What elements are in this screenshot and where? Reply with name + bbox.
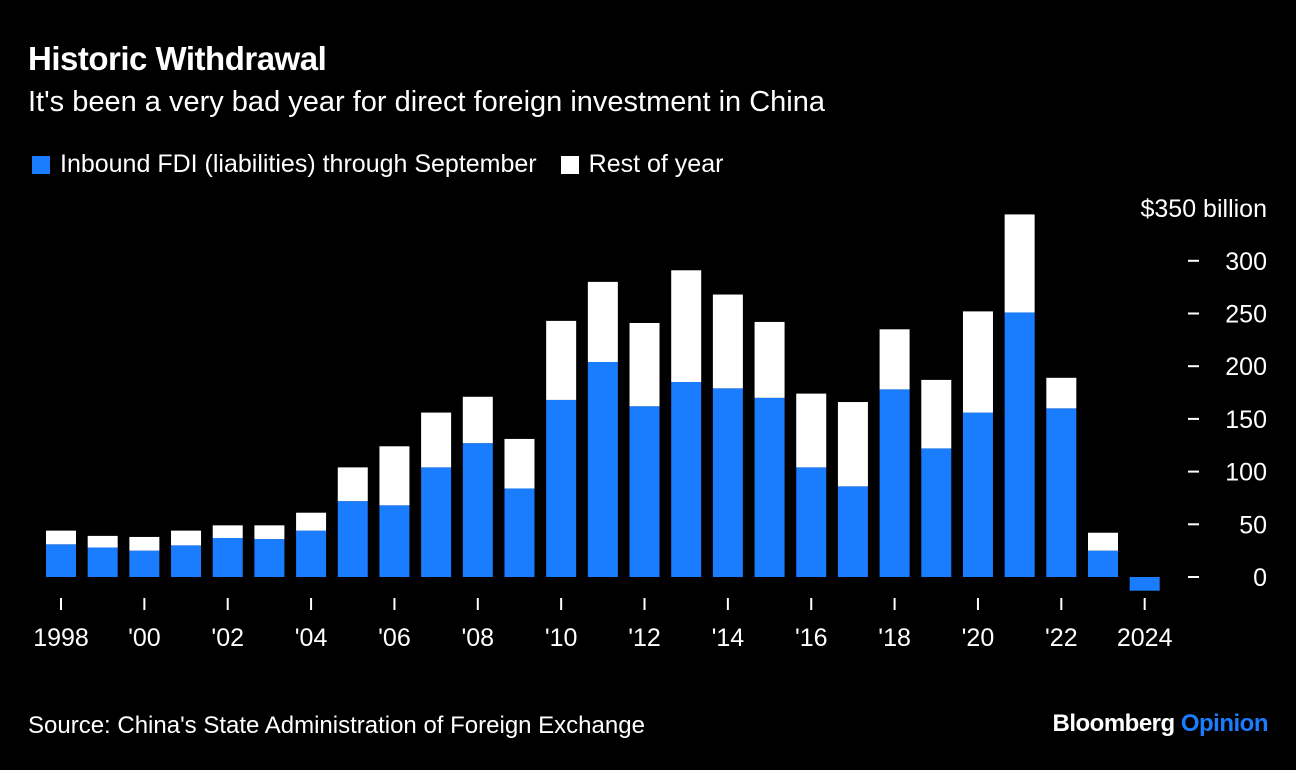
legend-item-through-september: Inbound FDI (liabilities) through Septem… [32,150,537,179]
bar-through-september-2004 [296,530,327,577]
chart-title: Historic Withdrawal [28,40,327,77]
bar-rest-of-year-2022 [1046,377,1077,409]
bar-rest-of-year-2015 [754,321,785,398]
bar-rest-of-year-1998 [46,530,76,545]
x-tick-label-2016: '16 [795,624,828,652]
bar-through-september-2017 [837,486,868,577]
bar-through-september-1999 [87,547,118,577]
bar-rest-of-year-2004 [296,512,327,531]
bar-through-september-2008 [462,443,493,577]
bar-through-september-2016 [796,467,827,577]
bar-rest-of-year-2000 [129,536,160,551]
y-tick-label-350: $350 billion [1141,195,1268,223]
bar-chart: 1998 '00 '02 '04 '06 '08 '10 '12 '14 '16 '18 '20 '22… [33,195,1268,652]
x-tick-label-2002: '02 [211,624,244,652]
bar-through-september-2007 [421,467,452,577]
bar-rest-of-year-2023 [1088,532,1118,551]
bar-through-september-2006 [379,505,410,577]
bar-through-september-2014 [712,388,743,577]
x-tick-label-2008: '08 [462,624,495,652]
bar-rest-of-year-2020 [962,311,993,413]
y-tick-label-0: 0 [1253,564,1267,592]
bar-rest-of-year-2005 [337,467,368,502]
y-tick-label-150: 150 [1225,406,1267,434]
y-tick-label-200: 200 [1225,353,1267,381]
bar-through-september-2001 [171,545,202,577]
bar-rest-of-year-2001 [171,530,202,546]
y-tick-label-100: 100 [1225,459,1267,487]
bar-through-september-2019 [921,448,952,577]
bar-through-september-2002 [212,538,243,577]
bar-rest-of-year-2010 [546,320,577,400]
bar-through-september-1998 [46,544,76,577]
legend: Inbound FDI (liabilities) through Septem… [32,150,747,179]
bar-rest-of-year-1999 [87,535,118,548]
x-tick-label-2022: '22 [1045,624,1078,652]
x-tick-label-2020: '20 [962,624,995,652]
bar-rest-of-year-2014 [712,294,743,389]
bar-through-september-2024 [1129,577,1160,591]
bar-through-september-2021 [1004,312,1035,577]
x-tick-label-2010: '10 [545,624,578,652]
bar-through-september-2009 [504,488,535,577]
source-note: Source: China's State Administration of … [28,712,645,739]
bar-through-september-2000 [129,550,160,577]
brand-main: Bloomberg [1052,710,1176,737]
bar-rest-of-year-2017 [837,402,868,487]
x-tick-label-2024: 2024 [1117,624,1173,652]
bar-rest-of-year-2012 [629,322,660,407]
bar-rest-of-year-2018 [879,329,910,390]
bar-rest-of-year-2006 [379,446,410,506]
bar-through-september-2003 [254,539,285,577]
x-tick-label-2012: '12 [628,624,661,652]
legend-label-rest-of-year: Rest of year [588,150,724,178]
bar-through-september-2023 [1088,550,1118,577]
legend-item-rest-of-year: Rest of year [560,150,724,179]
y-tick-label-300: 300 [1225,248,1267,276]
chart-subtitle: It's been a very bad year for direct for… [28,86,826,118]
bar-rest-of-year-2011 [587,281,618,362]
x-tick-label-2000: '00 [128,624,161,652]
legend-label-through-september: Inbound FDI (liabilities) through Septem… [60,150,537,178]
bar-rest-of-year-2019 [921,379,952,449]
bar-through-september-2005 [337,501,368,577]
bar-through-september-2020 [962,412,993,577]
x-tick-label-2014: '14 [712,624,745,652]
bar-rest-of-year-2003 [254,525,285,540]
bar-through-september-2010 [546,399,577,577]
bar-rest-of-year-2009 [504,438,535,489]
legend-swatch-blue [32,155,50,174]
bar-through-september-2013 [671,382,702,577]
bar-through-september-2012 [629,406,660,577]
bar-rest-of-year-2021 [1004,214,1035,313]
bar-through-september-2018 [879,389,910,577]
bar-through-september-2015 [754,397,785,577]
bar-through-september-2011 [587,361,618,577]
x-tick-label-1998: 1998 [33,624,89,652]
bar-through-september-2022 [1046,408,1077,577]
legend-swatch-white [560,155,579,174]
bar-rest-of-year-2016 [796,393,827,468]
y-tick-label-250: 250 [1225,301,1267,329]
bar-rest-of-year-2002 [212,525,243,539]
x-tick-label-2006: '06 [378,624,411,652]
bar-rest-of-year-2008 [462,396,493,444]
x-tick-label-2018: '18 [878,624,911,652]
brand-logo: Bloomberg Opinion [1053,710,1269,738]
x-tick-label-2004: '04 [295,624,328,652]
bar-rest-of-year-2013 [671,270,702,383]
y-tick-label-50: 50 [1239,511,1267,539]
brand-accent: Opinion [1180,710,1269,737]
bar-rest-of-year-2007 [421,412,452,468]
